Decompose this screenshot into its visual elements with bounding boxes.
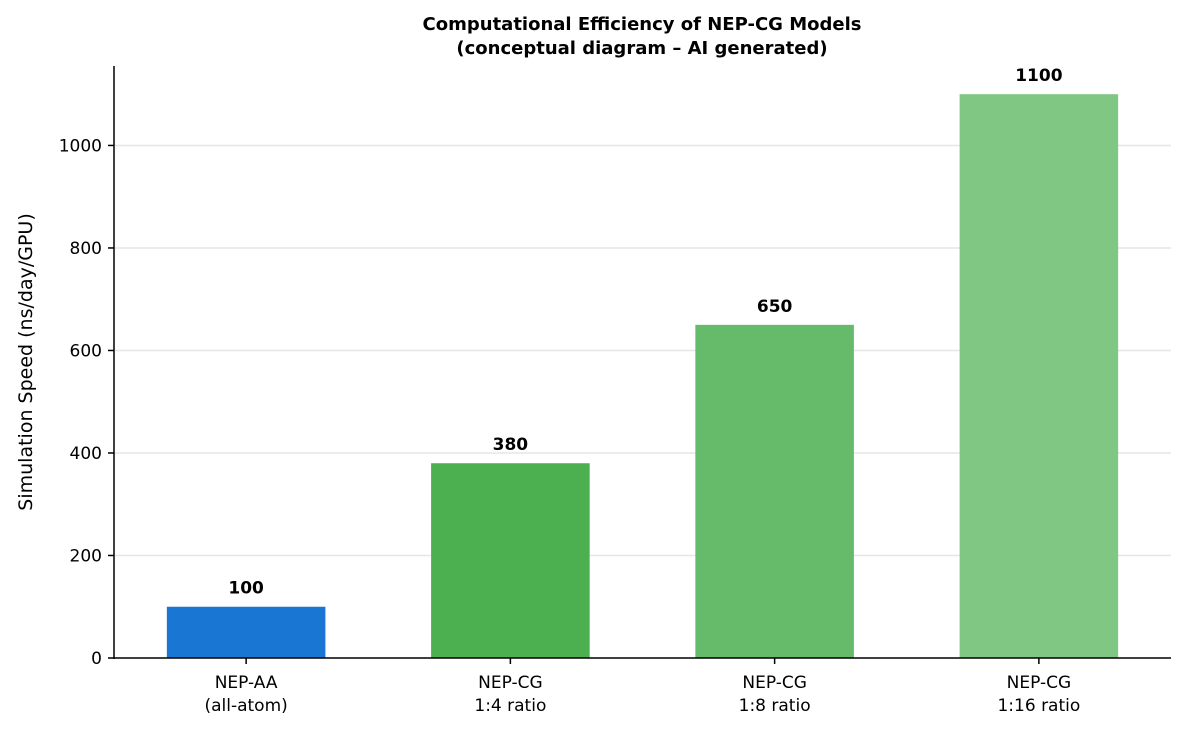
x-ticks: NEP-AA (all-atom) NEP-CG 1:4 ratio NEP-CG 1:8… [204,658,1080,716]
x-tick-label: NEP-CG [478,673,543,693]
chart-subtitle: (conceptual diagram – AI generated) [456,38,827,59]
y-tick-label: 400 [70,444,102,464]
y-tick-label: 600 [70,341,102,361]
x-tick-label-secondary: 1:16 ratio [997,696,1080,716]
x-tick-label: NEP-AA [215,673,278,693]
x-tick-label: NEP-CG [1007,673,1072,693]
x-tick-label-secondary: (all-atom) [204,696,287,716]
data-label: 1100 [1015,66,1062,86]
y-tick-label: 0 [91,649,102,669]
data-labels: 100 380 650 1100 [228,66,1062,599]
data-label: 650 [757,297,793,317]
data-label: 380 [493,435,529,455]
axes [113,66,1171,659]
y-tick-label: 1000 [59,136,102,156]
data-label: 100 [228,579,264,599]
x-tick-label-secondary: 1:4 ratio [474,696,546,716]
bar [959,94,1119,658]
y-tick-label: 200 [70,546,102,566]
bar [431,463,590,658]
y-axis-label: Simulation Speed (ns/day/GPU) [15,213,37,510]
bars [166,94,1119,658]
x-tick-label-secondary: 1:8 ratio [739,696,811,716]
bar [695,324,854,658]
y-ticks: 0 200 400 600 800 1000 [59,136,114,669]
chart-title: Computational Efficiency of NEP-CG Model… [423,14,862,35]
y-tick-label: 800 [70,239,102,259]
bar [166,606,326,658]
x-tick-label: NEP-CG [742,673,807,693]
